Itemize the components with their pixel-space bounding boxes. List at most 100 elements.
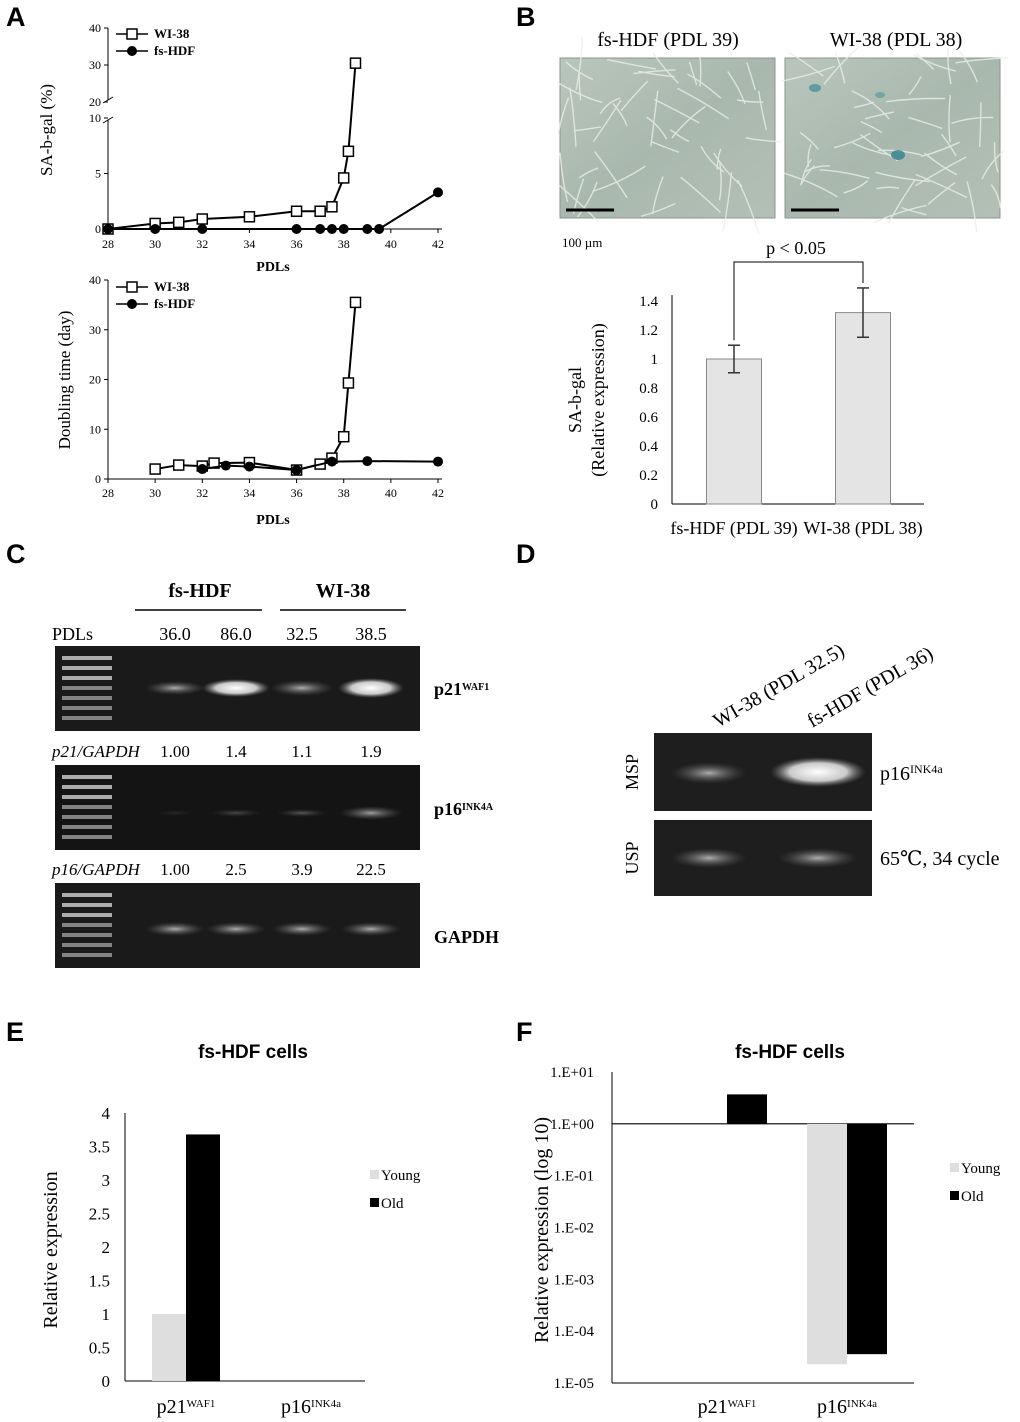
series-line [108,191,439,230]
y-tick-label: 5 [95,167,101,181]
panel-c-ratio1-label: p21/GAPDH [51,742,142,761]
cell-fiber [800,158,812,186]
cell-fiber [576,181,598,218]
cell-fiber [612,103,628,127]
cell-fiber [652,52,679,84]
blue-stain [891,150,905,160]
data-point [244,461,255,472]
panel-c-group-right: WI-38 [316,580,370,602]
cell-fiber [633,69,676,75]
ladder-band [62,933,112,937]
cell-fiber [885,97,946,103]
gel-band [338,678,404,698]
cell-fiber [722,172,733,232]
gel-band [155,810,195,816]
data-point [374,224,385,234]
panel-letter-f: F [516,1017,533,1047]
ladder-band [62,805,112,809]
panel-letter-c: C [6,539,26,569]
gel-p16-bands [62,775,403,839]
series-line [154,302,357,472]
ratio-value: 1.9 [360,742,381,761]
cell-fiber [688,61,698,86]
cell-fiber [940,133,957,157]
x-tick-label-main: p21 [157,1396,187,1418]
y-tick-label: 10 [89,111,101,125]
ladder-band [62,815,112,819]
data-point [433,187,443,198]
data-point [342,377,355,389]
chart-b: 0 0.2 0.4 0.6 0.8 1 1.2 1.4 fs-HDF (PDL 39) WI-3… [565,238,924,539]
x-tick-label: 30 [149,486,161,500]
panel-c-pdls: 36.0 86.0 32.5 38.5 [159,624,387,644]
data-point [197,464,208,475]
data-point [291,465,302,476]
cell-fiber [653,98,700,124]
chart-e-legend-young: Young [381,1168,421,1184]
x-tick-label: WI-38 (PDL 38) [803,518,922,539]
cell-fiber [864,111,894,120]
chart-a-bottom-xlabel: PDLs [256,513,290,528]
y-tick-label: 0.6 [639,410,658,426]
x-tick-label: 42 [432,237,444,251]
pdl-value: 38.5 [355,624,387,644]
chart-b-ylabel-line2: (Relative expression) [588,323,609,476]
axis-break-mark [102,116,114,124]
pdl-value: 86.0 [220,624,252,644]
cell-fiber [955,57,1008,64]
x-tick-label: fs-HDF (PDL 39) [670,518,797,539]
y-tick-label: 3.5 [89,1138,110,1157]
y-tick-label: 1.E+01 [550,1065,594,1081]
cell-fiber [727,71,746,105]
cell-fiber [671,105,706,139]
legend-young-swatch [370,1170,379,1179]
x-tick-label-sup: WAF1 [187,1398,216,1410]
ratio-value: 3.9 [291,860,312,879]
y-tick-label: 1.E-01 [554,1169,594,1185]
panel-c-group-left: fs-HDF [168,580,231,602]
chart-f-legend-old: Old [961,1189,984,1205]
cell-fiber [558,184,600,223]
legend-open-square-icon [126,281,138,293]
cell-fiber [592,165,646,193]
chart-f-legend-young: Young [961,1161,1001,1177]
x-tick-label: p16INK4a [281,1396,341,1418]
cell-fiber [800,165,816,185]
chart-a-top-series [102,57,443,235]
cell-fiber [912,54,956,72]
x-tick-label: p21WAF1 [157,1396,216,1418]
x-tick-label: 32 [196,486,208,500]
data-point [103,224,113,234]
cell-fiber [887,179,916,225]
gel-band [339,806,403,820]
cell-fiber [947,48,952,85]
panel-c-ratio1: 1.00 1.4 1.1 1.9 [160,742,382,761]
gel-p21-bands [62,656,404,720]
x-tick-label-main: p16 [817,1396,847,1418]
ladder-band [62,716,112,720]
data-point [196,213,209,225]
x-tick-label: 42 [432,486,444,500]
cell-fiber [718,162,722,201]
legend-filled-circle-icon [127,46,137,56]
y-tick-label: 1.4 [639,294,658,310]
y-tick-label: 0 [102,1372,111,1391]
y-tick-label: 0 [95,222,101,236]
cell-fiber [737,99,764,103]
chart-a-top-legend-fshdf: fs-HDF [154,43,195,58]
cell-fiber [758,90,768,131]
gel-band [202,679,270,697]
ladder-band [62,943,112,947]
ratio-value: 1.4 [225,742,247,761]
cell-fiber [578,70,582,101]
ladder-band [62,785,112,789]
cell-fiber [833,132,871,149]
chart-a-bottom-legend: WI-38 fs-HDF [116,279,195,311]
y-tick-label: 0.2 [639,468,658,484]
cell-fiber [687,73,722,99]
cell-fiber [915,173,968,199]
chart-f-legend: Young Old [950,1161,1001,1205]
x-tick-label: 30 [149,237,161,251]
cell-fiber [951,116,994,125]
gel-band [210,809,262,817]
